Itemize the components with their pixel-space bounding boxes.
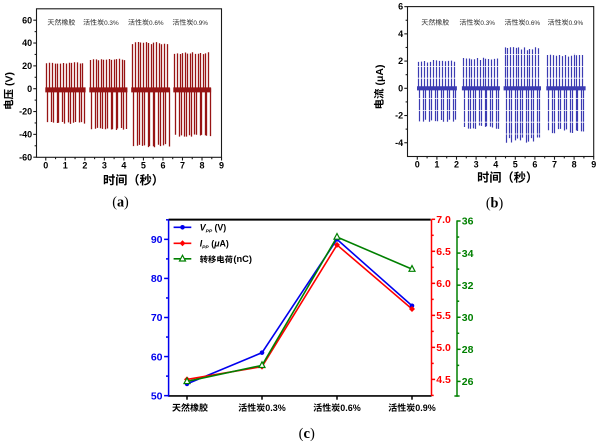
svg-text:0.3%: 0.3% bbox=[265, 403, 286, 413]
svg-text:0.6%: 0.6% bbox=[340, 403, 361, 413]
svg-text:28: 28 bbox=[462, 344, 474, 356]
svg-text:-2: -2 bbox=[395, 111, 403, 121]
svg-text:6.5: 6.5 bbox=[436, 246, 451, 258]
svg-text:6: 6 bbox=[160, 161, 165, 171]
svg-text:0.3%: 0.3% bbox=[480, 20, 495, 27]
svg-text:-20: -20 bbox=[19, 107, 32, 117]
svg-text:9: 9 bbox=[219, 161, 224, 171]
svg-text:26: 26 bbox=[462, 376, 474, 388]
svg-text:36: 36 bbox=[462, 216, 474, 228]
svg-text:50: 50 bbox=[151, 390, 163, 402]
svg-text:2: 2 bbox=[398, 56, 403, 66]
svg-text:6: 6 bbox=[398, 2, 403, 12]
svg-text:0: 0 bbox=[415, 160, 420, 170]
svg-text:IPP(μA): IPP (μA) bbox=[200, 239, 229, 251]
svg-text:8: 8 bbox=[572, 160, 577, 170]
svg-text:9: 9 bbox=[591, 160, 596, 170]
svg-text:70: 70 bbox=[151, 312, 163, 324]
svg-text:2: 2 bbox=[82, 161, 87, 171]
svg-text:(μA): (μA) bbox=[374, 65, 386, 89]
svg-text:0.6%: 0.6% bbox=[149, 20, 164, 27]
svg-text:30: 30 bbox=[462, 312, 474, 324]
svg-text:(c): (c) bbox=[299, 426, 315, 442]
svg-text:VPP(V): VPP (V) bbox=[200, 223, 227, 235]
svg-text:2: 2 bbox=[454, 160, 459, 170]
svg-text:4: 4 bbox=[121, 161, 126, 171]
svg-text:0: 0 bbox=[398, 83, 403, 93]
svg-text:7: 7 bbox=[552, 160, 557, 170]
svg-text:0.9%: 0.9% bbox=[193, 20, 208, 27]
svg-text:20: 20 bbox=[22, 61, 32, 71]
svg-text:0.6%: 0.6% bbox=[526, 20, 541, 27]
svg-text:5: 5 bbox=[141, 161, 146, 171]
svg-text:6: 6 bbox=[532, 160, 537, 170]
svg-text:-60: -60 bbox=[19, 152, 32, 162]
svg-text:8: 8 bbox=[200, 161, 205, 171]
svg-text:32: 32 bbox=[462, 280, 474, 292]
svg-text:-40: -40 bbox=[19, 129, 32, 139]
svg-text:0: 0 bbox=[27, 84, 32, 94]
svg-text:6.0: 6.0 bbox=[436, 278, 451, 290]
svg-text:90: 90 bbox=[151, 234, 163, 246]
svg-text:(b): (b) bbox=[486, 196, 504, 212]
svg-text:5.5: 5.5 bbox=[436, 310, 451, 322]
svg-text:60: 60 bbox=[22, 15, 32, 25]
svg-text:4: 4 bbox=[398, 29, 403, 39]
svg-text:0: 0 bbox=[43, 161, 48, 171]
svg-text:60: 60 bbox=[151, 351, 163, 363]
svg-text:0.9%: 0.9% bbox=[569, 20, 584, 27]
svg-text:(nC): (nC) bbox=[233, 254, 252, 264]
svg-text:4.5: 4.5 bbox=[436, 374, 451, 386]
svg-text:80: 80 bbox=[151, 273, 163, 285]
svg-text:-4: -4 bbox=[395, 138, 403, 148]
svg-text:1: 1 bbox=[63, 161, 68, 171]
svg-text:3: 3 bbox=[474, 160, 479, 170]
svg-text:(a): (a) bbox=[112, 195, 129, 211]
svg-text:3: 3 bbox=[102, 161, 107, 171]
svg-text:5: 5 bbox=[513, 160, 518, 170]
svg-text:0.9%: 0.9% bbox=[415, 403, 436, 413]
svg-text:34: 34 bbox=[462, 248, 474, 260]
svg-text:0.3%: 0.3% bbox=[104, 20, 119, 27]
svg-text:4: 4 bbox=[493, 160, 498, 170]
svg-text:40: 40 bbox=[22, 38, 32, 48]
svg-text:(V): (V) bbox=[3, 72, 15, 89]
svg-text:1: 1 bbox=[434, 160, 439, 170]
svg-text:5.0: 5.0 bbox=[436, 342, 451, 354]
svg-text:7.0: 7.0 bbox=[436, 214, 451, 226]
svg-text:7: 7 bbox=[180, 161, 185, 171]
